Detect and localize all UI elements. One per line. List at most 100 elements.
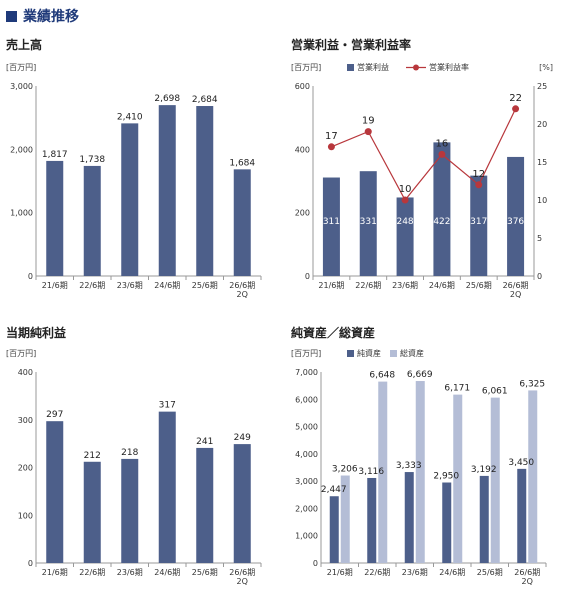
y-right-tick-label: 10 <box>537 196 547 205</box>
x-tick-label: 2Q <box>522 577 533 586</box>
x-tick-label: 23/6期 <box>117 568 143 577</box>
operating-chart-title: 営業利益・営業利益率 <box>291 38 412 52</box>
line-point <box>475 181 483 189</box>
y-tick-label: 4,000 <box>295 450 318 459</box>
y-tick-label: 400 <box>295 145 310 154</box>
sales-chart-panel: 売上高 [百万円] 0 1,000 2,000 3,000 21/6期 22/6期 23/6期… <box>6 36 276 306</box>
data-label: 3,116 <box>358 467 384 477</box>
x-tick-label: 26/6期 <box>229 568 255 577</box>
bar <box>322 177 340 276</box>
y-tick-label: 1,000 <box>10 209 33 218</box>
bar <box>46 421 64 563</box>
y-tick-label: 2,000 <box>10 145 33 154</box>
y-tick-label: 0 <box>28 272 33 281</box>
x-tick-label: 21/6期 <box>327 568 353 577</box>
y-tick-label: 600 <box>295 82 310 91</box>
x-tick-label: 25/6期 <box>192 281 218 290</box>
x-tick-label: 2Q <box>510 290 521 299</box>
y-tick-label: 3,000 <box>10 82 33 91</box>
legend-swatch-net <box>347 350 354 357</box>
x-tick-label: 25/6期 <box>477 568 503 577</box>
unit-label: [百万円] <box>6 349 36 358</box>
page-header: 業績推移 <box>6 6 79 26</box>
bar <box>470 175 488 276</box>
data-label: 2,684 <box>192 95 218 105</box>
line-point <box>438 150 446 158</box>
netincome-chart-panel: 当期純利益 [百万円] 0 100 200 300 400 21/6期 22/6期 23/6期 2… <box>6 324 276 599</box>
y-tick-label: 1,000 <box>295 532 318 541</box>
line-data-label: 12 <box>472 169 485 180</box>
y-tick-label: 6,000 <box>295 395 318 404</box>
y-tick-label: 3,000 <box>295 477 318 486</box>
data-label: 2,410 <box>117 112 143 122</box>
data-label: 2,950 <box>433 472 459 482</box>
y-tick-label: 0 <box>313 559 318 568</box>
netincome-chart: [百万円] 0 100 200 300 400 21/6期 22/6期 23/6期 24/6期 25… <box>6 349 262 586</box>
data-label: 1,684 <box>229 158 255 168</box>
bar <box>196 447 214 563</box>
bar <box>83 461 101 563</box>
x-tick-label: 26/6期 <box>503 281 529 290</box>
operating-chart-panel: 営業利益・営業利益率 [百万円] 0 200 400 600 21/6期 22/6期 23/6… <box>291 36 561 306</box>
legend-label: 純資産 <box>357 348 381 358</box>
x-tick-label: 21/6期 <box>42 281 68 290</box>
data-label: 6,669 <box>407 370 433 380</box>
x-tick-label: 26/6期 <box>229 281 255 290</box>
bar-total-assets <box>453 394 463 563</box>
bar <box>46 160 64 276</box>
y-tick-label: 2,000 <box>295 504 318 513</box>
line-data-label: 10 <box>399 184 412 195</box>
bar-net-assets <box>329 496 339 563</box>
x-tick-label: 24/6期 <box>154 568 180 577</box>
bar <box>196 106 214 276</box>
data-label: 3,192 <box>471 465 497 475</box>
data-label: 297 <box>46 410 63 420</box>
header-square-icon <box>6 10 17 22</box>
line-data-label: 22 <box>509 93 522 104</box>
bar-net-assets <box>479 475 489 563</box>
data-label: 317 <box>159 401 176 411</box>
data-label: 248 <box>396 217 413 227</box>
data-label: 2,698 <box>154 94 180 104</box>
legend-swatch-total <box>390 350 397 357</box>
bar <box>121 123 139 276</box>
line-point <box>512 105 520 113</box>
x-tick-label: 23/6期 <box>402 568 428 577</box>
bar-total-assets <box>340 475 350 563</box>
bar-total-assets <box>415 381 425 563</box>
series-line <box>331 108 517 202</box>
bar <box>396 197 414 276</box>
bar <box>158 105 176 276</box>
legend-label: 総資産 <box>400 348 424 358</box>
data-label: 422 <box>433 217 450 227</box>
data-label: 376 <box>507 217 524 227</box>
bar <box>433 142 451 276</box>
legend-marker <box>413 64 419 71</box>
y-tick-label: 200 <box>18 464 33 473</box>
data-label: 311 <box>323 217 340 227</box>
legend-label: 営業利益率 <box>429 62 469 72</box>
line-data-label: 17 <box>325 131 338 142</box>
page-title: 業績推移 <box>23 9 79 25</box>
data-label: 212 <box>84 451 101 461</box>
line-data-label: 16 <box>436 138 449 149</box>
bar-net-assets <box>367 477 377 563</box>
data-label: 6,171 <box>444 384 470 394</box>
line-data-label: 19 <box>362 116 375 127</box>
data-label: 317 <box>470 217 487 227</box>
bar <box>359 171 377 276</box>
bar-total-assets <box>378 381 388 563</box>
data-label: 241 <box>196 437 213 447</box>
bar-net-assets <box>404 472 414 563</box>
x-tick-label: 21/6期 <box>318 281 344 290</box>
y-right-tick-label: 5 <box>537 234 542 243</box>
line-point <box>327 143 335 151</box>
x-tick-label: 24/6期 <box>154 281 180 290</box>
x-tick-label: 24/6期 <box>429 281 455 290</box>
data-label: 331 <box>360 217 377 227</box>
right-unit-label: [%] <box>539 63 553 72</box>
data-label: 3,333 <box>396 461 422 471</box>
data-label: 2,447 <box>321 485 347 495</box>
y-tick-label: 100 <box>18 511 33 520</box>
